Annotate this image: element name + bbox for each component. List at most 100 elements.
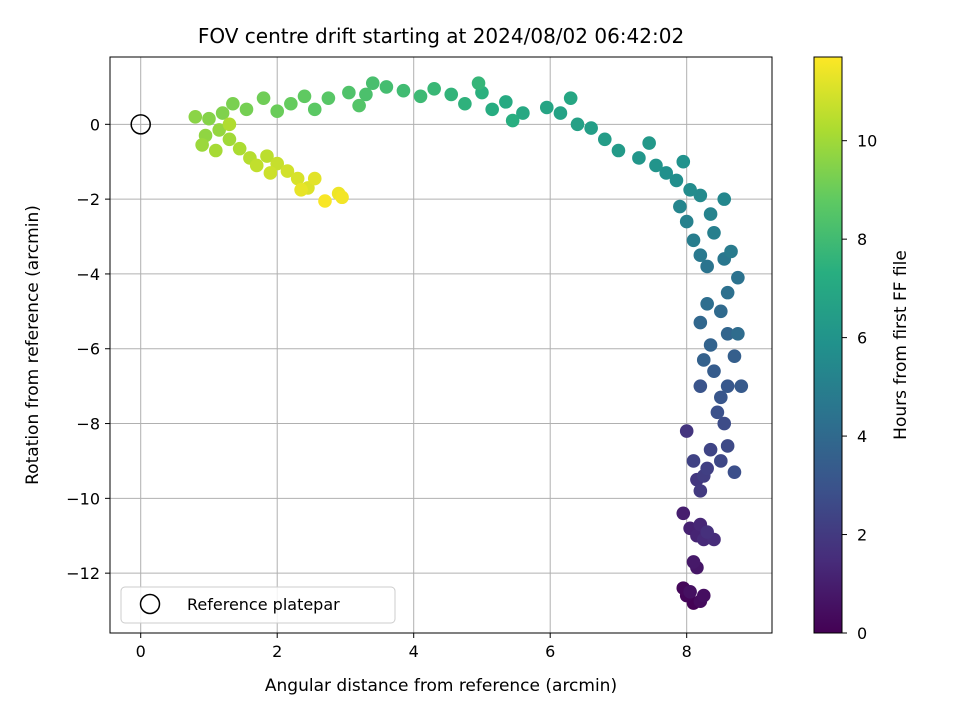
data-point bbox=[307, 102, 322, 117]
x-axis-label: Angular distance from reference (arcmin) bbox=[265, 676, 617, 696]
data-point bbox=[352, 98, 366, 113]
data-point bbox=[611, 143, 626, 158]
data-point bbox=[222, 117, 237, 132]
data-point bbox=[188, 110, 203, 124]
data-point bbox=[270, 104, 285, 119]
y-tick-label: −2 bbox=[76, 190, 100, 209]
colorbar: 0 2 4 6 8 10 Hours from first FF file bbox=[813, 56, 911, 643]
data-point bbox=[256, 91, 271, 105]
data-point bbox=[307, 171, 322, 186]
data-point bbox=[342, 85, 356, 100]
data-point bbox=[297, 89, 312, 104]
colorbar-tick-label: 10 bbox=[857, 132, 877, 151]
colorbar-label: Hours from first FF file bbox=[891, 250, 911, 440]
data-point bbox=[727, 349, 742, 364]
data-point bbox=[717, 192, 732, 206]
data-point bbox=[516, 106, 530, 120]
data-point bbox=[720, 326, 735, 341]
x-axis-ticks: 0 2 4 6 8 bbox=[136, 633, 692, 661]
data-point bbox=[202, 111, 216, 126]
legend-marker bbox=[139, 593, 161, 615]
data-point bbox=[707, 364, 721, 378]
y-tick-label: −12 bbox=[66, 564, 100, 583]
data-point bbox=[284, 96, 298, 111]
data-point bbox=[693, 315, 708, 330]
data-point bbox=[714, 390, 728, 405]
colorbar-ticks: 0 2 4 6 8 10 bbox=[842, 132, 877, 643]
data-point bbox=[505, 113, 520, 128]
x-tick-label: 2 bbox=[272, 642, 282, 661]
data-point bbox=[413, 89, 428, 104]
data-point bbox=[570, 117, 585, 132]
data-point bbox=[693, 379, 708, 393]
x-tick-label: 8 bbox=[682, 642, 692, 661]
data-point bbox=[444, 87, 459, 102]
data-point bbox=[707, 225, 721, 240]
data-point bbox=[270, 156, 285, 171]
data-point bbox=[693, 248, 708, 263]
y-axis-label: Rotation from reference (arcmin) bbox=[23, 205, 43, 485]
data-point bbox=[679, 424, 694, 438]
y-tick-label: −10 bbox=[66, 489, 100, 508]
colorbar-tick-label: 4 bbox=[857, 427, 867, 446]
y-tick-label: −4 bbox=[76, 265, 100, 284]
data-point bbox=[553, 106, 568, 120]
data-point bbox=[280, 164, 295, 178]
data-point bbox=[686, 454, 701, 468]
y-axis-ticks: −12 −10 −8 −6 −4 −2 0 bbox=[66, 115, 110, 583]
data-point bbox=[471, 76, 486, 90]
data-point bbox=[731, 326, 745, 341]
data-point bbox=[693, 484, 708, 498]
data-point bbox=[263, 166, 278, 180]
data-point bbox=[731, 270, 745, 285]
data-point bbox=[335, 190, 349, 205]
data-point bbox=[703, 338, 718, 352]
data-point bbox=[195, 138, 209, 152]
data-point bbox=[318, 194, 332, 208]
data-point bbox=[321, 91, 336, 105]
colorbar-tick-label: 2 bbox=[857, 526, 867, 545]
data-point bbox=[700, 461, 714, 476]
data-point bbox=[427, 81, 441, 96]
data-point bbox=[539, 100, 554, 115]
colorbar-tick-label: 6 bbox=[857, 329, 867, 348]
data-point bbox=[683, 585, 697, 599]
data-point bbox=[649, 158, 663, 173]
data-point bbox=[700, 525, 714, 539]
data-point bbox=[720, 285, 735, 300]
reference-marker bbox=[130, 114, 151, 135]
colorbar-tick-label: 0 bbox=[857, 624, 867, 643]
data-point bbox=[686, 555, 701, 569]
data-point bbox=[676, 506, 691, 521]
data-points bbox=[188, 76, 749, 610]
y-tick-label: 0 bbox=[90, 115, 100, 134]
data-point bbox=[717, 416, 732, 431]
plot-frame bbox=[109, 56, 773, 634]
data-point bbox=[632, 151, 646, 165]
data-point bbox=[693, 188, 708, 203]
legend: Reference platepar bbox=[120, 586, 396, 624]
data-point bbox=[700, 259, 714, 274]
data-point bbox=[294, 182, 308, 197]
data-point bbox=[584, 121, 598, 135]
data-point bbox=[659, 166, 674, 180]
data-point bbox=[714, 454, 728, 468]
data-point bbox=[597, 132, 612, 147]
data-point bbox=[676, 154, 691, 169]
data-point bbox=[696, 588, 711, 603]
data-point bbox=[683, 182, 697, 197]
data-point bbox=[260, 149, 274, 163]
data-point bbox=[290, 171, 305, 186]
data-point bbox=[208, 143, 223, 158]
data-point bbox=[696, 353, 711, 367]
data-point bbox=[215, 106, 230, 120]
data-point bbox=[212, 123, 226, 137]
data-point bbox=[700, 297, 714, 311]
y-tick-label: −6 bbox=[76, 340, 100, 359]
data-point bbox=[720, 439, 735, 453]
data-point bbox=[720, 379, 735, 393]
x-tick-label: 0 bbox=[136, 642, 146, 661]
data-point bbox=[485, 102, 499, 117]
data-point bbox=[226, 96, 240, 111]
data-point bbox=[249, 158, 264, 173]
